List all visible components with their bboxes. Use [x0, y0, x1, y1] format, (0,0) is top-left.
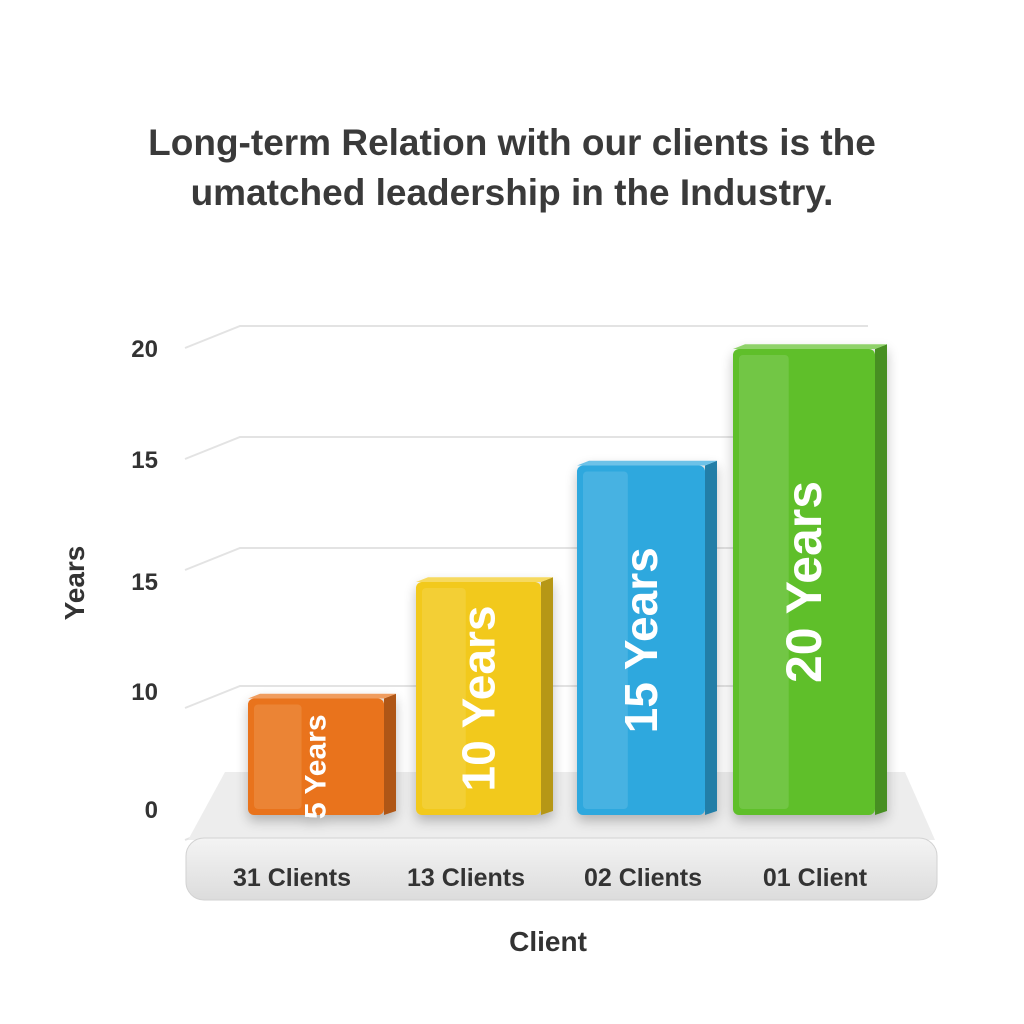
bar-3: 15 Years	[577, 460, 717, 815]
x-category-label: 02 Clients	[584, 864, 702, 892]
bar-highlight	[422, 588, 466, 809]
bar-highlight	[254, 704, 302, 809]
bar-side	[875, 344, 887, 815]
y-tick-label: 15	[131, 569, 158, 596]
bar-highlight	[739, 355, 789, 809]
platform-front	[185, 837, 938, 901]
bar-value-label: 10 Years	[453, 606, 505, 792]
chart-title-line-1: Long-term Relation with our clients is t…	[148, 122, 876, 163]
bar-2: 10 Years	[416, 577, 553, 815]
bar-value-label: 15 Years	[615, 547, 667, 733]
chart-title-line-2: umatched leadership in the Industry.	[191, 172, 834, 213]
bar-side	[705, 460, 717, 815]
x-category-label: 01 Client	[763, 864, 868, 892]
x-category-label: 31 Clients	[233, 864, 351, 892]
y-tick-label: 0	[145, 797, 158, 824]
bar-top	[416, 577, 553, 582]
bar-value-label: 5 Years	[300, 714, 333, 819]
x-category-label: 13 Clients	[407, 864, 525, 892]
y-axis-ticks: 0 10 15 15 20	[131, 336, 158, 824]
bar-top	[733, 344, 887, 349]
bar-4: 20 Years	[733, 344, 887, 815]
y-tick-label: 15	[131, 447, 158, 474]
bar-side	[384, 693, 396, 815]
x-axis-label: Client	[509, 926, 587, 957]
y-tick-label: 20	[131, 336, 158, 363]
bar-side	[541, 577, 553, 815]
bar-value-label: 20 Years	[776, 481, 832, 683]
y-axis-label: Years	[59, 546, 90, 621]
bar-top	[577, 460, 717, 466]
bar-1: 5 Years	[248, 693, 396, 819]
x-axis-categories: 31 Clients 13 Clients 02 Clients 01 Client	[233, 864, 868, 892]
grid-line	[184, 325, 868, 349]
bars: 5 Years 10 Years 15 Years 20 Years	[248, 344, 887, 819]
bar-top	[248, 693, 396, 699]
y-tick-label: 10	[131, 679, 158, 706]
bar-highlight	[583, 471, 628, 809]
grid-line	[184, 436, 868, 460]
